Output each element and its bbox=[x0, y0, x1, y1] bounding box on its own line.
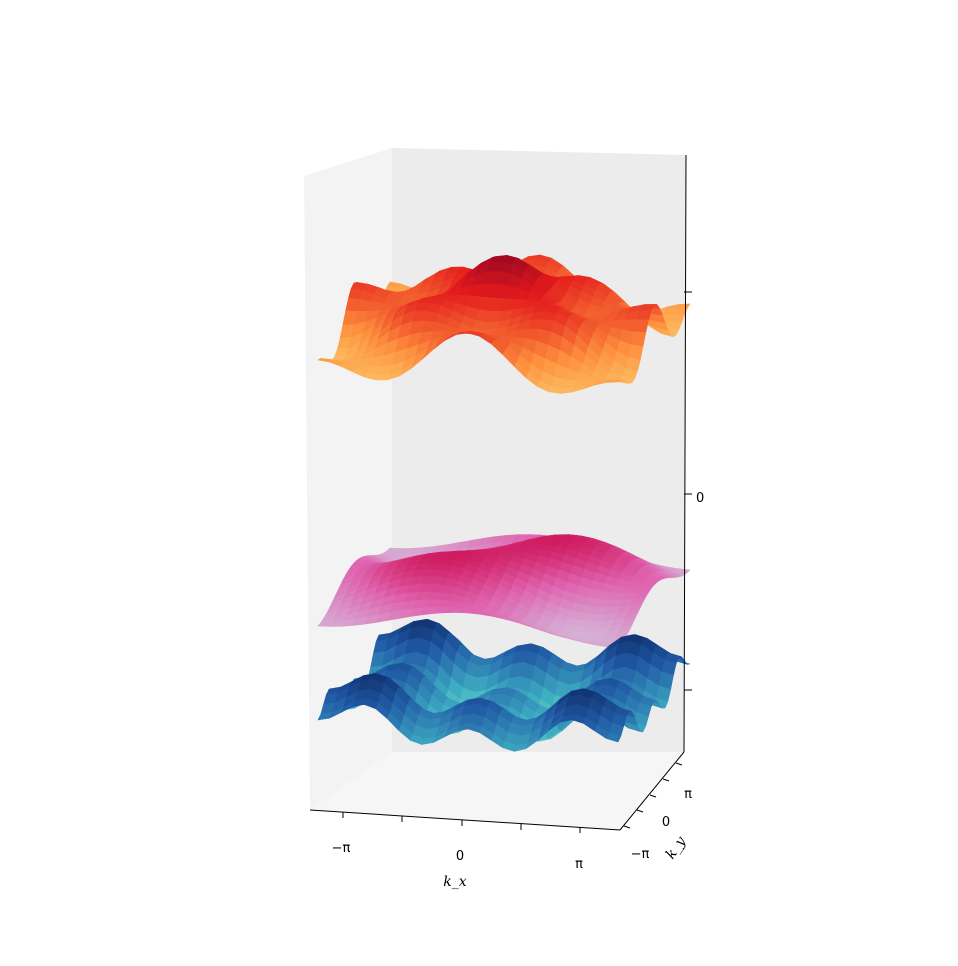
y-tick-label: −π bbox=[631, 847, 650, 862]
y-tick bbox=[675, 762, 683, 766]
surface-facet bbox=[633, 319, 649, 334]
y-tick-label: 0 bbox=[662, 815, 670, 830]
y-tick bbox=[636, 809, 644, 813]
surface-facet bbox=[605, 379, 622, 383]
y-tick-label: π bbox=[684, 787, 692, 802]
x-axis-line bbox=[309, 809, 621, 831]
x-axis-label: k_x bbox=[443, 874, 466, 890]
surface-lower bbox=[317, 618, 691, 752]
floor-pane bbox=[310, 752, 684, 830]
surface-facet bbox=[631, 331, 647, 348]
y-axis-label: k_y bbox=[663, 833, 690, 862]
x-tick-label: 0 bbox=[456, 849, 464, 864]
axis-ticks bbox=[342, 291, 692, 833]
surface-facet bbox=[606, 732, 622, 743]
y-axis-line bbox=[619, 751, 685, 831]
x-tick-label: π bbox=[575, 857, 583, 872]
z-tick-label: 0 bbox=[696, 491, 704, 506]
surface-facet bbox=[639, 583, 655, 589]
surfaces bbox=[317, 254, 691, 752]
z-axis-line bbox=[683, 154, 687, 753]
surface-middle bbox=[317, 534, 691, 649]
y-tick bbox=[623, 825, 631, 829]
x-tick-label: −π bbox=[332, 841, 351, 856]
axis-lines bbox=[309, 154, 687, 831]
surface-facet bbox=[636, 310, 652, 321]
tick-labels: 0 −π 0 π −π 0 π bbox=[332, 491, 705, 872]
y-tick bbox=[649, 794, 657, 798]
surface-upper bbox=[317, 254, 691, 394]
y-tick bbox=[662, 778, 670, 782]
